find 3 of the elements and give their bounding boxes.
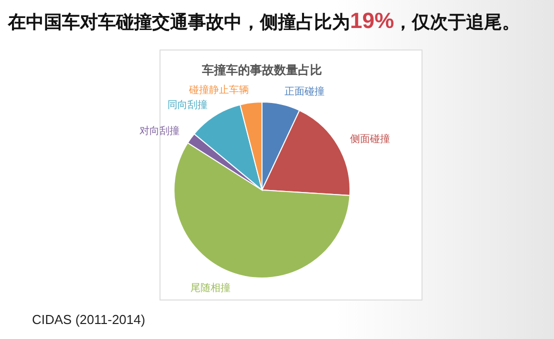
annotation: CIDAS (2011-2014) [32, 312, 146, 327]
subtitle: 车撞车的事故数量占比 [202, 63, 322, 77]
title: 在中国车对车碰撞交通事故中，侧撞占比为19%，仅次于追尾。 [8, 8, 520, 34]
